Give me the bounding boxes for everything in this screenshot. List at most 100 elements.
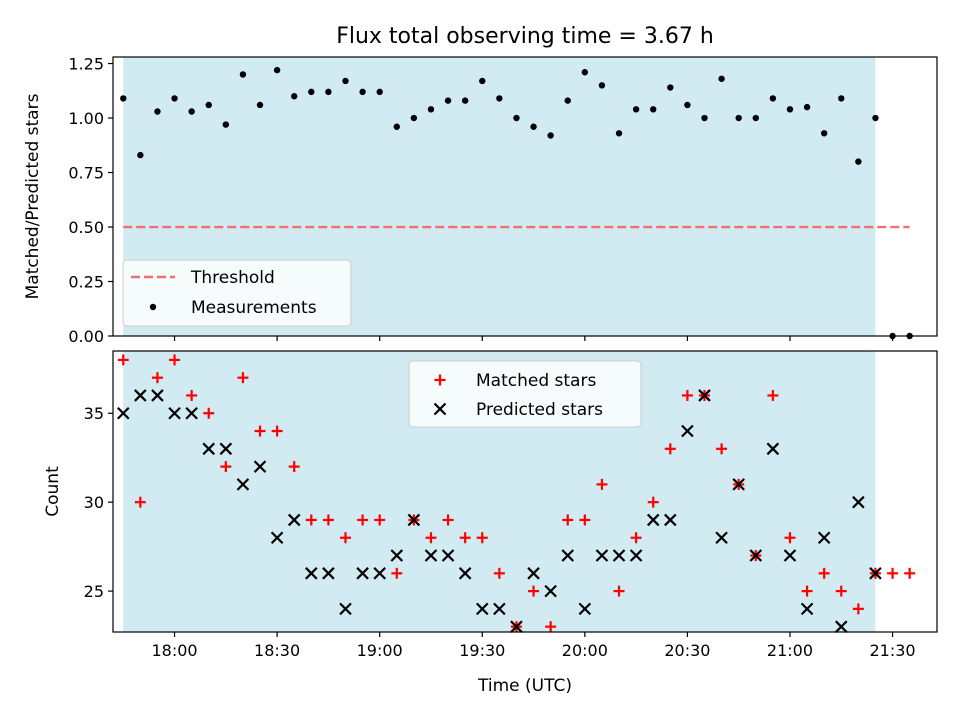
measurement-point [496,95,503,102]
predicted-stars-point [749,549,763,562]
matched-stars-point [716,443,728,455]
measurement-point [188,108,195,115]
predicted-stars-point [715,531,728,545]
predicted-stars-point [356,567,369,580]
predicted-stars-point [817,531,831,545]
measurement-point [154,108,161,115]
measurement-point [581,69,589,76]
measurement-point [735,114,742,122]
x-tick-label: 18:00 [151,641,197,660]
bottom-axes-frame [112,350,938,633]
measurement-point [650,106,657,113]
predicted-stars-point [202,442,216,456]
measurement-point [479,77,486,85]
top-legend: Threshold Measurements [122,259,352,327]
predicted-stars-point [800,602,814,616]
x-tick-label: 19:30 [459,641,505,660]
predicted-stars-point [390,549,404,562]
predicted-stars-point [544,584,557,598]
matched-stars-point [459,532,471,544]
measurement-point [769,95,777,102]
matched-stars-point [579,514,591,526]
measurement-point [120,95,127,102]
measurement-point [359,88,366,96]
measurement-point [239,71,247,78]
legend-threshold-label: Threshold [190,268,275,288]
measurement-point [205,101,212,109]
measurement-point [684,101,691,109]
predicted-stars-point [629,549,643,562]
predicted-stars-point [664,513,677,527]
predicted-stars-point [185,406,198,420]
predicted-stars-point [646,513,660,527]
matched-stars-point [630,532,642,544]
predicted-stars-point [134,389,147,402]
matched-stars-point [271,425,283,437]
predicted-stars-point [287,513,301,527]
bottom-y-axis-label: Count [43,466,63,517]
matched-stars-point [220,461,232,473]
top-panel: 0.00 0.25 0.50 0.75 1.00 1.25 Matched/Predict… [23,55,938,346]
predicted-stars-point [219,442,233,456]
measurement-point [444,97,452,104]
matched-stars-point [254,425,266,437]
measurement-point [325,88,332,96]
predicted-stars-point [578,602,592,616]
bottom-legend: Matched stars Predicted stars [408,360,642,428]
measurement-point [803,103,811,111]
x-tick-label: 20:30 [664,641,710,660]
matched-stars-point [374,514,386,526]
matched-stars-point [476,532,488,544]
measurement-point [273,66,281,74]
legend-measurements-label: Measurements [191,298,317,318]
measurement-point [547,132,554,139]
predicted-stars-point [493,602,506,616]
legend-matched-label: Matched stars [476,371,596,391]
top-y-tick-label: 0.50 [68,218,104,237]
predicted-stars-point [852,495,865,509]
matched-stars-point [442,514,454,526]
predicted-stars-point [253,460,267,473]
matched-stars-point [664,443,676,455]
predicted-stars-point [373,567,386,580]
x-tick-label: 20:00 [562,641,608,660]
predicted-stars-point [681,424,694,438]
legend-box [122,259,352,327]
matched-stars-point [904,567,916,579]
predicted-stars-point [869,567,882,580]
matched-stars-point [203,407,215,419]
predicted-stars-point [116,406,130,420]
predicted-stars-point [458,567,472,580]
predicted-stars-point [783,549,797,562]
measurement-point [393,123,400,130]
predicted-stars-point [698,389,711,402]
matched-stars-point [681,389,693,401]
predicted-stars-point [407,513,421,527]
measurement-point [632,106,640,113]
chart-title: Flux total observing time = 3.67 h [336,24,714,49]
legend-predicted-swatch [433,402,447,416]
predicted-stars-point [612,549,626,562]
measurement-point [667,84,674,91]
matched-stars-point [322,514,334,526]
measurement-point [855,158,862,165]
x-tick-label: 21:00 [767,641,813,660]
measurement-point [427,106,435,113]
matched-stars-point [852,603,864,615]
measurement-point [838,95,845,102]
predicted-stars-point [305,567,318,580]
measurement-point [718,75,725,82]
matched-stars-point [339,532,351,544]
matched-stars-point [562,514,574,526]
bottom-y-tick-label: 35 [84,404,104,423]
predicted-stars-point [766,442,780,456]
x-tick-label: 18:30 [254,641,300,660]
measurement-point [513,114,520,122]
measurement-point [786,106,794,113]
matched-stars-point [134,496,146,508]
bottom-y-tick-label: 25 [84,582,104,601]
top-y-tick-label: 0.75 [68,164,104,183]
matched-stars-point [425,532,437,544]
measurement-point [137,151,144,159]
matched-stars-point [237,372,249,384]
